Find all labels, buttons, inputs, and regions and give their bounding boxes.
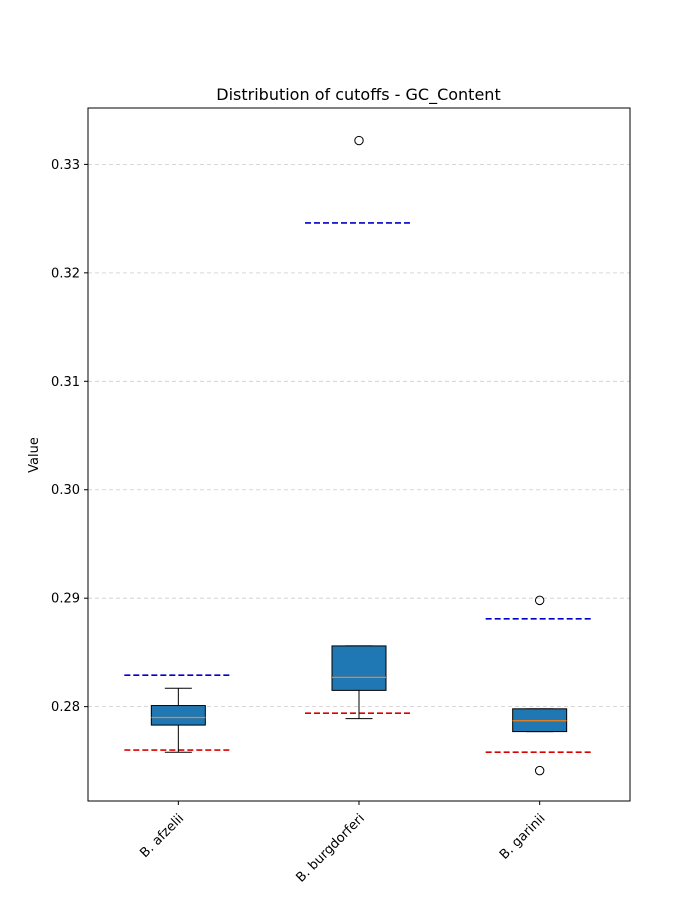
chart-title: Distribution of cutoffs - GC_Content bbox=[216, 85, 500, 105]
box-iqr bbox=[150, 705, 206, 726]
box-iqr bbox=[331, 645, 387, 691]
y-tick-label: 0.31 bbox=[51, 375, 80, 390]
y-tick-label: 0.33 bbox=[51, 158, 80, 173]
x-tick-label: B. garinii bbox=[497, 811, 548, 862]
x-tick-label: B. burgdorferi bbox=[293, 811, 367, 885]
x-axis-ticks: B. afzelii B. burgdorferi B. garinii bbox=[137, 801, 548, 886]
y-axis-ticks: 0.28 0.29 0.30 0.31 0.32 0.33 bbox=[51, 158, 88, 715]
y-tick-label: 0.32 bbox=[51, 266, 80, 281]
y-axis-label: Value bbox=[27, 437, 42, 473]
x-tick-label: B. afzelii bbox=[137, 811, 187, 861]
grid-lines bbox=[88, 163, 630, 708]
y-tick-label: 0.30 bbox=[51, 483, 80, 498]
y-tick-label: 0.28 bbox=[51, 700, 80, 715]
outlier-point bbox=[534, 595, 545, 606]
outlier-point bbox=[354, 135, 364, 146]
boxes bbox=[150, 135, 568, 776]
box-group bbox=[512, 595, 568, 776]
box-group bbox=[150, 687, 206, 753]
outlier-point bbox=[534, 765, 545, 776]
y-tick-label: 0.29 bbox=[51, 592, 80, 607]
box-group bbox=[331, 135, 387, 720]
